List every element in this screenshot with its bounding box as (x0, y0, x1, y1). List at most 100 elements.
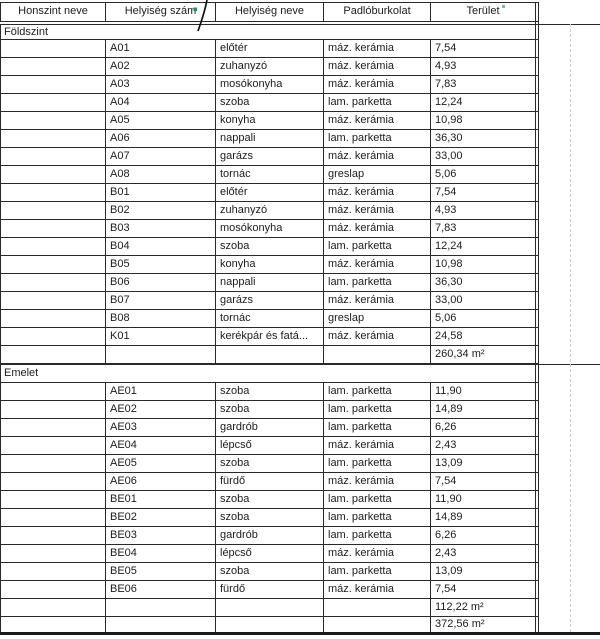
floor-covering-cell[interactable]: máz. kerámia (328, 439, 395, 451)
area-cell[interactable]: 10,98 (435, 114, 463, 126)
room-number-cell[interactable]: B04 (110, 240, 130, 252)
area-cell[interactable]: 12,24 (435, 240, 463, 252)
section-label-emelet[interactable]: Emelet (4, 367, 39, 379)
room-name-cell[interactable]: gardrób (220, 421, 258, 433)
room-name-cell[interactable]: előtér (220, 42, 248, 54)
floor-covering-cell[interactable]: lam. parketta (328, 565, 392, 577)
room-number-cell[interactable]: A03 (110, 78, 130, 90)
room-name-cell[interactable]: mosókonyha (220, 222, 283, 234)
grand-total-value[interactable]: 372,56 m² (435, 618, 485, 630)
room-name-cell[interactable]: nappali (220, 276, 256, 288)
room-number-cell[interactable]: B05 (110, 258, 130, 270)
room-number-cell[interactable]: AE01 (110, 385, 137, 397)
area-cell[interactable]: 7,54 (435, 475, 457, 487)
room-name-cell[interactable]: fürdő (220, 475, 246, 487)
room-number-cell[interactable]: AE02 (110, 403, 137, 415)
area-cell[interactable]: 36,30 (435, 276, 463, 288)
floor-covering-cell[interactable]: lam. parketta (328, 421, 392, 433)
room-number-cell[interactable]: A01 (110, 42, 130, 54)
room-name-cell[interactable]: mosókonyha (220, 78, 283, 90)
area-cell[interactable]: 7,83 (435, 78, 457, 90)
room-number-cell[interactable]: BE02 (110, 511, 137, 523)
room-number-cell[interactable]: A02 (110, 60, 130, 72)
area-cell[interactable]: 4,93 (435, 204, 457, 216)
room-name-cell[interactable]: nappali (220, 132, 256, 144)
room-number-cell[interactable]: A04 (110, 96, 130, 108)
room-number-cell[interactable]: K01 (110, 330, 130, 342)
floor-covering-cell[interactable]: máz. kerámia (328, 60, 395, 72)
room-number-cell[interactable]: AE06 (110, 475, 137, 487)
floor-covering-cell[interactable]: máz. kerámia (328, 475, 395, 487)
room-name-cell[interactable]: szoba (220, 96, 250, 108)
room-name-cell[interactable]: kerékpár és fatá... (220, 330, 309, 342)
room-number-cell[interactable]: A07 (110, 150, 130, 162)
room-name-cell[interactable]: lépcső (220, 547, 252, 559)
section-subtotal-value[interactable]: 260,34 m² (435, 348, 485, 360)
area-cell[interactable]: 12,24 (435, 96, 463, 108)
area-cell[interactable]: 36,30 (435, 132, 463, 144)
room-number-cell[interactable]: B07 (110, 294, 130, 306)
floor-covering-cell[interactable]: lam. parketta (328, 511, 392, 523)
room-name-cell[interactable]: konyha (220, 258, 256, 270)
area-cell[interactable]: 5,06 (435, 312, 457, 324)
room-name-cell[interactable]: tornác (220, 168, 251, 180)
area-cell[interactable]: 13,09 (435, 565, 463, 577)
floor-covering-cell[interactable]: greslap (328, 312, 365, 324)
area-cell[interactable]: 24,58 (435, 330, 463, 342)
floor-covering-cell[interactable]: lam. parketta (328, 457, 392, 469)
section-subtotal-value[interactable]: 112,22 m² (435, 601, 484, 613)
room-number-cell[interactable]: BE06 (110, 583, 137, 595)
floor-covering-cell[interactable]: máz. kerámia (328, 204, 395, 216)
floor-covering-cell[interactable]: lam. parketta (328, 403, 392, 415)
room-name-cell[interactable]: szoba (220, 385, 250, 397)
room-number-cell[interactable]: BE04 (110, 547, 137, 559)
floor-covering-cell[interactable]: lam. parketta (328, 276, 392, 288)
room-number-cell[interactable]: B02 (110, 204, 130, 216)
room-name-cell[interactable]: garázs (220, 294, 254, 306)
floor-covering-cell[interactable]: máz. kerámia (328, 547, 395, 559)
area-cell[interactable]: 33,00 (435, 150, 463, 162)
room-number-cell[interactable]: A08 (110, 168, 130, 180)
room-number-cell[interactable]: BE03 (110, 529, 137, 541)
floor-covering-cell[interactable]: máz. kerámia (328, 258, 395, 270)
room-name-cell[interactable]: zuhanyzó (220, 204, 268, 216)
room-number-cell[interactable]: B01 (110, 186, 130, 198)
floor-covering-cell[interactable]: máz. kerámia (328, 186, 395, 198)
floor-covering-cell[interactable]: máz. kerámia (328, 150, 395, 162)
room-name-cell[interactable]: szoba (220, 457, 250, 469)
room-name-cell[interactable]: szoba (220, 493, 250, 505)
room-name-cell[interactable]: lépcső (220, 439, 252, 451)
floor-covering-cell[interactable]: lam. parketta (328, 132, 392, 144)
floor-covering-cell[interactable]: greslap (328, 168, 365, 180)
floor-covering-cell[interactable]: máz. kerámia (328, 114, 395, 126)
area-cell[interactable]: 11,90 (435, 385, 462, 397)
floor-covering-cell[interactable]: lam. parketta (328, 529, 392, 541)
column-header-room-name[interactable]: Helyiség neve (234, 5, 305, 17)
floor-covering-cell[interactable]: lam. parketta (328, 493, 392, 505)
area-cell[interactable]: 6,26 (435, 529, 457, 541)
area-cell[interactable]: 11,90 (435, 493, 462, 505)
area-cell[interactable]: 14,89 (435, 511, 463, 523)
area-cell[interactable]: 7,83 (435, 222, 457, 234)
room-name-cell[interactable]: szoba (220, 240, 250, 252)
room-name-cell[interactable]: garázs (220, 150, 254, 162)
room-name-cell[interactable]: zuhanyzó (220, 60, 268, 72)
room-name-cell[interactable]: szoba (220, 565, 250, 577)
area-cell[interactable]: 5,06 (435, 168, 457, 180)
area-cell[interactable]: 2,43 (435, 439, 457, 451)
room-number-cell[interactable]: A05 (110, 114, 130, 126)
room-number-cell[interactable]: B06 (110, 276, 130, 288)
area-cell[interactable]: 7,54 (435, 186, 457, 198)
room-name-cell[interactable]: tornác (220, 312, 251, 324)
room-name-cell[interactable]: fürdő (220, 583, 246, 595)
floor-covering-cell[interactable]: máz. kerámia (328, 330, 395, 342)
area-cell[interactable]: 10,98 (435, 258, 463, 270)
floor-covering-cell[interactable]: máz. kerámia (328, 294, 395, 306)
area-cell[interactable]: 4,93 (435, 60, 457, 72)
floor-covering-cell[interactable]: lam. parketta (328, 96, 392, 108)
room-number-cell[interactable]: BE01 (110, 493, 137, 505)
room-number-cell[interactable]: B08 (110, 312, 130, 324)
section-label-foldszint[interactable]: Földszint (4, 26, 49, 38)
floor-covering-cell[interactable]: máz. kerámia (328, 583, 395, 595)
area-cell[interactable]: 7,54 (435, 583, 457, 595)
